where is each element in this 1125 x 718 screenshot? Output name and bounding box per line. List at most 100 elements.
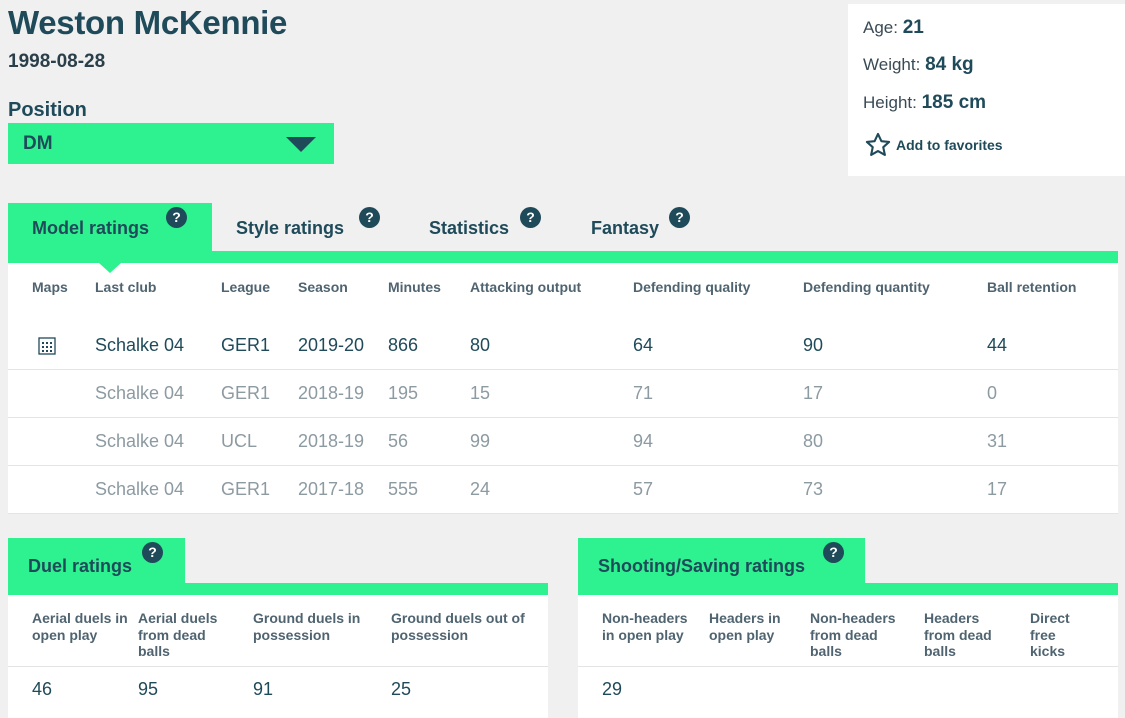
cell-defending-quantity: 73 [803,479,824,499]
cell-league: UCL [221,431,258,451]
col-header: Non-headers in open play [602,610,688,643]
table-row: Schalke 04 GER1 2018-19 195 15 71 17 0 [8,370,1118,418]
cell-ball-retention: 31 [987,431,1008,451]
player-name: Weston McKennie [8,4,288,41]
add-to-favorites-button[interactable]: Add to favorites [864,130,1003,160]
cell-club: Schalke 04 [95,335,185,355]
shooting-saving-body: Non-headers in open play Headers in open… [578,595,1118,718]
col-header: Direct free kicks [1030,610,1070,659]
help-icon[interactable]: ? [166,207,187,228]
cell-minutes: 195 [388,383,419,403]
position-label: Position [8,99,87,121]
weight-label: Weight: [863,55,921,74]
position-value: DM [23,133,53,154]
shooting-value: 29 [602,679,623,699]
cell-minutes: 866 [388,335,419,355]
tab-label: Model ratings [32,218,150,238]
panel-underline [8,583,548,595]
panel-title: Duel ratings [28,556,133,576]
cell-attacking-output: 99 [470,431,491,451]
col-header-ball-retention: Ball retention [987,279,1077,295]
cell-season: 2017-18 [298,479,365,499]
table-row: Schalke 04 GER1 2017-18 555 24 57 73 17 [8,466,1118,514]
active-tab-caret [99,263,121,273]
panel-title: Shooting/Saving ratings [598,556,806,576]
cell-ball-retention: 17 [987,479,1008,499]
col-header: Ground duels out of possession [391,610,525,643]
duel-value: 91 [253,679,274,699]
table-row: Schalke 04 UCL 2018-19 56 99 94 80 31 [8,418,1118,466]
col-header-attacking-output: Attacking output [470,279,582,295]
cell-club: Schalke 04 [95,431,185,451]
model-ratings-table: Maps Last club League Season Minutes Att… [8,263,1118,514]
cell-season: 2018-19 [298,431,365,451]
cell-attacking-output: 15 [470,383,491,403]
cell-ball-retention: 44 [987,335,1008,355]
tab-style-ratings[interactable]: Style ratings ? [212,203,397,251]
position-select[interactable]: DM [8,123,334,164]
cell-league: GER1 [221,335,271,355]
weight-value: 84 kg [925,54,974,75]
tabs-underline [8,251,1118,263]
shooting-saving-header: Shooting/Saving ratings ? [578,538,865,583]
col-header: Headers in open play [709,610,781,643]
cell-league: GER1 [221,479,271,499]
player-info-box: Age: 21 Weight: 84 kg Height: 185 cm Add… [848,4,1125,176]
help-icon[interactable]: ? [142,542,163,563]
col-header-last-club: Last club [95,279,157,295]
cell-season: 2019-20 [298,335,365,355]
divider [578,666,1118,667]
tab-label: Style ratings [236,218,345,238]
age-line: Age: 21 [863,17,924,39]
cell-defending-quantity: 90 [803,335,824,355]
cell-minutes: 555 [388,479,419,499]
tab-label: Statistics [429,218,510,238]
help-icon[interactable]: ? [520,207,541,228]
duel-ratings-body: Aerial duels in open play Aerial duels f… [8,595,548,718]
cell-defending-quantity: 17 [803,383,824,403]
col-header: Aerial duels in open play [32,610,128,643]
col-header-minutes: Minutes [388,279,441,295]
duel-value: 46 [32,679,53,699]
chevron-down-icon [286,137,316,152]
col-header: Aerial duels from dead balls [138,610,218,659]
help-icon[interactable]: ? [359,207,380,228]
col-header-league: League [221,279,271,295]
height-label: Height: [863,93,917,112]
cell-club: Schalke 04 [95,479,185,499]
divider [8,666,548,667]
cell-attacking-output: 24 [470,479,491,499]
player-dob: 1998-08-28 [8,51,106,72]
cell-defending-quality: 94 [633,431,654,451]
heatmap-grid-icon[interactable] [38,337,56,355]
col-header-defending-quantity: Defending quantity [803,279,930,295]
col-header-maps: Maps [32,279,68,295]
panel-underline [578,583,1118,595]
tab-statistics[interactable]: Statistics ? [409,203,569,251]
height-line: Height: 185 cm [863,92,986,114]
col-header-defending-quality: Defending quality [633,279,751,295]
cell-defending-quality: 71 [633,383,654,403]
duel-ratings-header: Duel ratings ? [8,538,185,583]
help-icon[interactable]: ? [823,542,844,563]
col-header: Headers from dead balls [924,610,992,659]
col-header: Ground duels in possession [253,610,361,643]
help-icon[interactable]: ? [669,207,690,228]
age-value: 21 [902,17,924,38]
table-row: Schalke 04 GER1 2019-20 866 80 64 90 44 [8,322,1118,370]
duel-value: 95 [138,679,159,699]
cell-minutes: 56 [388,431,409,451]
favorites-label: Add to favorites [896,137,1003,153]
age-label: Age: [863,18,898,37]
cell-defending-quality: 57 [633,479,654,499]
weight-line: Weight: 84 kg [863,54,974,76]
col-header: Non-headers from dead balls [810,610,896,659]
cell-ball-retention: 0 [987,383,998,403]
cell-attacking-output: 80 [470,335,491,355]
tab-fantasy[interactable]: Fantasy ? [571,203,711,251]
star-outline-icon [865,132,891,156]
cell-defending-quality: 64 [633,335,654,355]
cell-club: Schalke 04 [95,383,185,403]
tab-model-ratings[interactable]: Model ratings ? [8,203,212,251]
col-header-season: Season [298,279,348,295]
